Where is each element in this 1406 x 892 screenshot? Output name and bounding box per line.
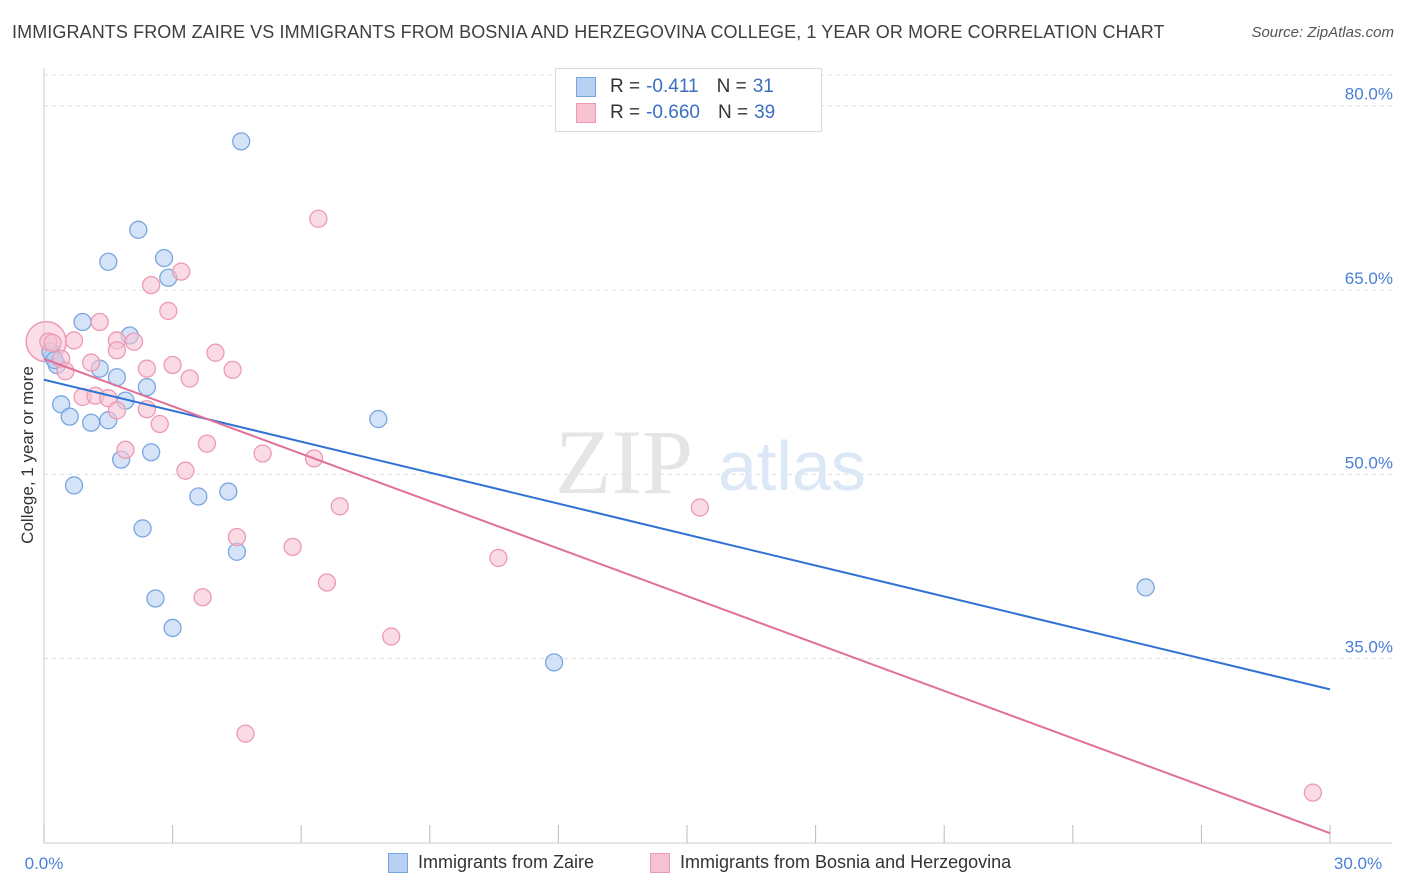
data-point (227, 527, 247, 547)
data-point (193, 588, 212, 607)
data-point (172, 262, 191, 281)
data-point (544, 653, 564, 672)
y-tick-label: 50.0% (1345, 453, 1393, 472)
points (25, 132, 1323, 802)
data-point (1136, 578, 1155, 597)
legend-n-label: N = (717, 102, 749, 123)
axes (43, 68, 1392, 844)
data-point (163, 355, 182, 375)
data-point (137, 359, 157, 378)
correlation-legend: R = -0.411 N = 31 R = -0.660 N = 39 (555, 68, 822, 132)
data-point (232, 132, 251, 151)
data-point (330, 497, 349, 516)
bottom-legend-zaire: Immigrants from Zaire (388, 852, 594, 873)
data-point (317, 573, 337, 592)
data-point (124, 332, 144, 351)
y-tick-label: 65.0% (1345, 269, 1393, 288)
data-point (150, 414, 169, 434)
legend-swatch-bosnia (576, 103, 596, 123)
data-point (189, 487, 208, 506)
legend-n-label: N = (716, 76, 747, 97)
data-point (129, 220, 148, 239)
data-point (90, 312, 109, 332)
data-point (223, 360, 242, 380)
data-point (236, 724, 255, 743)
data-point (56, 361, 75, 381)
data-point (73, 312, 92, 332)
data-point (82, 353, 101, 372)
bottom-legend-swatch-zaire (388, 852, 408, 873)
data-point (133, 519, 152, 538)
data-point (283, 537, 302, 557)
data-point (64, 476, 84, 495)
data-point (219, 482, 238, 501)
data-point (154, 248, 174, 268)
x-tick-label: 0.0% (25, 854, 64, 873)
data-point (309, 209, 328, 228)
watermark: ZIP atlas (555, 411, 866, 513)
legend-n-value: 31 (752, 76, 774, 97)
y-tick-label: 35.0% (1345, 638, 1393, 657)
data-point (43, 333, 62, 353)
legend-n-value: 39 (754, 102, 776, 123)
bottom-legend-label-bosnia: Immigrants from Bosnia and Herzegovina (680, 852, 1012, 872)
data-point (142, 275, 161, 295)
data-point (163, 618, 182, 638)
data-point (369, 409, 388, 429)
trend-lines (43, 357, 1331, 835)
legend-r-label: R = (610, 76, 641, 97)
legend-row-zaire: R = -0.411 N = 31 (576, 75, 774, 99)
data-point (146, 589, 165, 608)
bottom-legend-swatch-bosnia (650, 852, 670, 873)
legend-swatch-zaire (576, 77, 596, 97)
data-point (1303, 783, 1323, 802)
data-point (116, 440, 135, 459)
data-point (253, 444, 272, 463)
legend-r-label: R = (610, 102, 641, 123)
legend-r-value: -0.411 (646, 76, 699, 97)
data-point (107, 341, 127, 360)
data-point (82, 413, 101, 432)
data-point (159, 301, 178, 321)
chart-title: IMMIGRANTS FROM ZAIRE VS IMMIGRANTS FROM… (12, 22, 1165, 42)
data-point (64, 331, 84, 350)
data-point (137, 377, 157, 397)
watermark-zip: ZIP (555, 411, 693, 513)
data-point (206, 343, 225, 362)
x-tick-label: 30.0% (1334, 854, 1382, 873)
tick-labels: 35.0% 50.0% 65.0% 80.0% 0.0% 30.0% (25, 85, 1393, 873)
trend-line (43, 357, 1331, 835)
data-point (197, 434, 217, 453)
source-label: Source: ZipAtlas.com (1251, 24, 1394, 41)
grid (44, 74, 1392, 660)
watermark-atlas: atlas (718, 427, 866, 505)
data-point (107, 401, 127, 420)
data-point (180, 369, 199, 388)
data-point (99, 252, 118, 271)
trend-line (43, 378, 1331, 691)
data-point (176, 461, 195, 480)
legend-r-value: -0.660 (646, 102, 700, 123)
legend-row-bosnia: R = -0.660 N = 39 (576, 101, 775, 125)
data-point (142, 443, 161, 462)
y-tick-label: 80.0% (1345, 85, 1393, 104)
data-point (489, 548, 508, 568)
data-point (690, 498, 710, 517)
bottom-legend-bosnia: Immigrants from Bosnia and Herzegovina (650, 852, 1011, 873)
data-point (60, 407, 79, 426)
data-point (382, 627, 401, 646)
bottom-legend-label-zaire: Immigrants from Zaire (418, 852, 595, 872)
